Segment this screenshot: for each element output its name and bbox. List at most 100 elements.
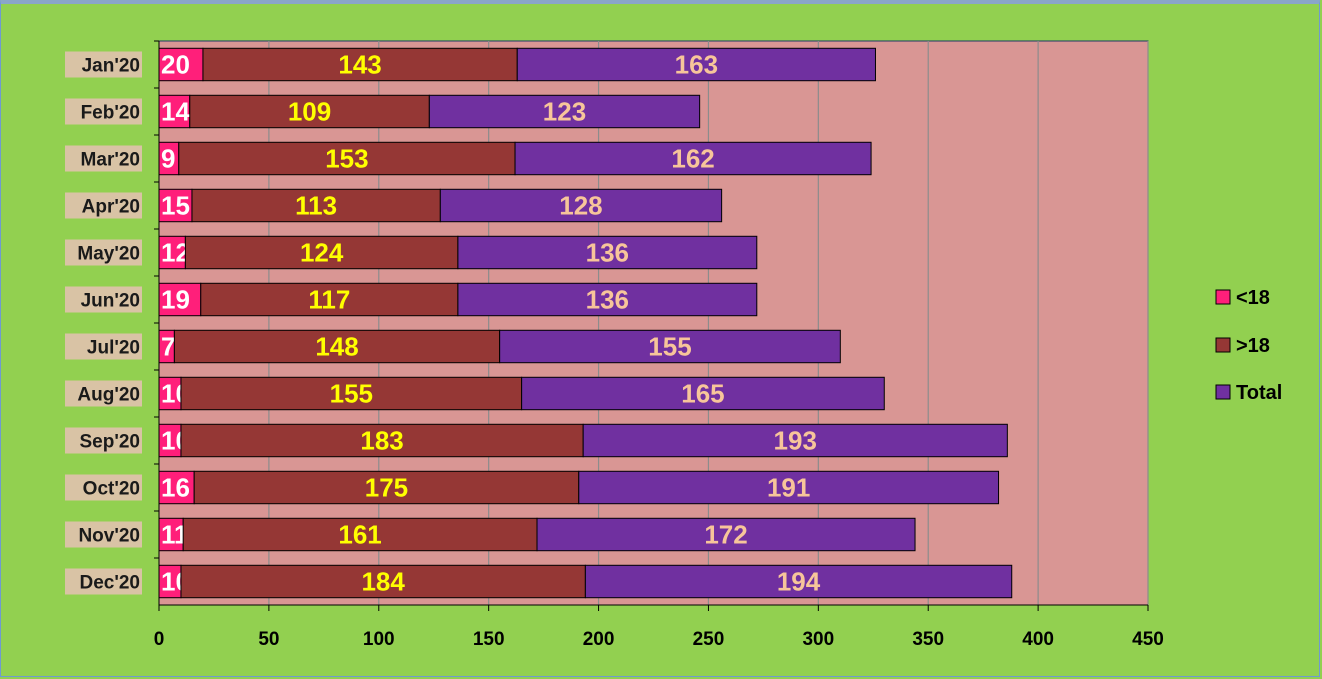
category-label: Apr'20 bbox=[82, 197, 140, 218]
bar-segment bbox=[584, 564, 1013, 599]
category-label-bg bbox=[65, 51, 142, 78]
data-label: 109 bbox=[288, 97, 331, 127]
category-label: Jun'20 bbox=[81, 291, 140, 312]
bar-segment bbox=[182, 517, 538, 552]
category-label: Mar'20 bbox=[81, 150, 140, 171]
category-label: Nov'20 bbox=[78, 526, 140, 547]
bar-segment bbox=[516, 47, 876, 82]
data-label: 148 bbox=[315, 332, 358, 362]
data-label: 19 bbox=[161, 285, 190, 315]
data-label: 14 bbox=[161, 97, 190, 127]
bar-segment bbox=[536, 517, 916, 552]
legend-swatch bbox=[1215, 337, 1231, 353]
category-label: Dec'20 bbox=[79, 573, 140, 594]
x-tick-label: 200 bbox=[583, 629, 615, 650]
bar-segment bbox=[191, 188, 441, 223]
bar-segment bbox=[457, 282, 758, 317]
category-label-bg bbox=[65, 98, 142, 125]
x-tick-label: 100 bbox=[363, 629, 395, 650]
category-label: Feb'20 bbox=[81, 103, 140, 124]
legend-label: Total bbox=[1236, 382, 1282, 404]
data-label: 124 bbox=[300, 238, 344, 268]
data-label: 155 bbox=[648, 332, 691, 362]
data-label: 123 bbox=[543, 97, 586, 127]
data-label: 183 bbox=[360, 426, 403, 456]
data-label: 136 bbox=[586, 285, 629, 315]
bar-segment bbox=[158, 47, 204, 82]
data-label: 15 bbox=[161, 191, 190, 221]
data-label: 193 bbox=[774, 426, 817, 456]
bar-segment bbox=[180, 564, 586, 599]
x-tick-label: 150 bbox=[473, 629, 505, 650]
bar-segment bbox=[189, 94, 430, 129]
bar-segment bbox=[158, 235, 186, 270]
data-label: 194 bbox=[777, 567, 821, 597]
data-label: 117 bbox=[308, 285, 350, 315]
data-label: 143 bbox=[338, 50, 381, 80]
bar-segment bbox=[514, 141, 872, 176]
category-label-bg bbox=[65, 286, 142, 313]
category-label-bg bbox=[65, 192, 142, 219]
data-label: 162 bbox=[671, 144, 714, 174]
bar-segment bbox=[202, 47, 518, 82]
data-label: 113 bbox=[295, 191, 337, 221]
data-label: 161 bbox=[338, 520, 381, 550]
category-label-bg bbox=[65, 145, 142, 172]
legend-label: >18 bbox=[1236, 335, 1270, 357]
category-label-bg bbox=[65, 427, 142, 454]
category-label-bg bbox=[65, 333, 142, 360]
x-tick-label: 50 bbox=[258, 629, 279, 650]
category-label-bg bbox=[65, 521, 142, 548]
plot-area bbox=[158, 40, 1149, 606]
data-label: 128 bbox=[559, 191, 602, 221]
bar-segment bbox=[184, 235, 459, 270]
x-tick-label: 0 bbox=[154, 629, 165, 650]
category-label-bg bbox=[65, 380, 142, 407]
legend-swatch bbox=[1215, 289, 1231, 305]
x-tick-label: 300 bbox=[802, 629, 834, 650]
legend-label: <18 bbox=[1236, 287, 1270, 309]
data-label: 163 bbox=[675, 50, 718, 80]
bar-segment bbox=[499, 329, 841, 364]
data-label: 191 bbox=[767, 473, 810, 503]
x-tick-label: 350 bbox=[912, 629, 944, 650]
data-label: 153 bbox=[325, 144, 368, 174]
category-label-bg bbox=[65, 474, 142, 501]
bar-segment bbox=[200, 282, 459, 317]
data-label: 20 bbox=[161, 50, 190, 80]
data-label: 9 bbox=[161, 144, 175, 174]
data-label: 175 bbox=[365, 473, 408, 503]
category-label: Jul'20 bbox=[87, 338, 140, 359]
category-label: Aug'20 bbox=[77, 385, 140, 406]
data-label: 16 bbox=[161, 473, 190, 503]
bar-segment bbox=[521, 376, 885, 411]
legend-swatch bbox=[1215, 384, 1231, 400]
bar-segment bbox=[428, 94, 701, 129]
bar-segment bbox=[180, 376, 523, 411]
bar-segment bbox=[158, 282, 202, 317]
bar-segment bbox=[457, 235, 758, 270]
category-label: May'20 bbox=[77, 244, 140, 265]
bar-segment bbox=[578, 470, 1000, 505]
bar-segment bbox=[582, 423, 1008, 458]
data-label: 155 bbox=[330, 379, 373, 409]
category-label: Sep'20 bbox=[80, 432, 141, 453]
data-label: 136 bbox=[586, 238, 629, 268]
bar-segment bbox=[178, 141, 516, 176]
x-tick-label: 450 bbox=[1132, 629, 1164, 650]
bar-segment bbox=[180, 423, 584, 458]
category-label-bg bbox=[65, 568, 142, 595]
data-label: 165 bbox=[681, 379, 724, 409]
x-tick-label: 250 bbox=[693, 629, 725, 650]
category-label-bg bbox=[65, 239, 142, 266]
x-tick-label: 400 bbox=[1022, 629, 1054, 650]
category-label: Oct'20 bbox=[83, 479, 140, 500]
bar-segment bbox=[439, 188, 723, 223]
data-label: 172 bbox=[704, 520, 747, 550]
category-label: Jan'20 bbox=[82, 56, 140, 77]
data-label: 7 bbox=[161, 332, 175, 362]
bar-segment bbox=[158, 94, 191, 129]
bar-segment bbox=[158, 188, 193, 223]
